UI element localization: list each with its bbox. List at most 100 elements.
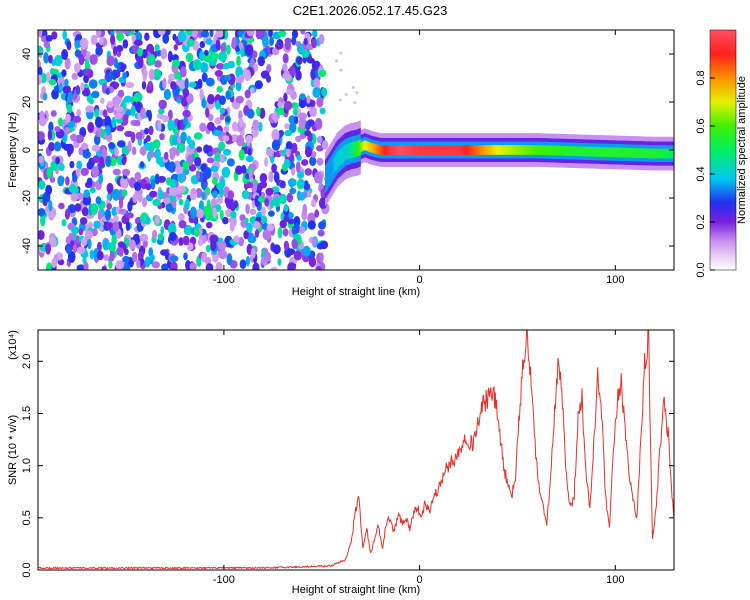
noise-blob [252, 262, 260, 270]
colorbar-label: Normalized spectral amplitude [736, 76, 748, 224]
noise-blob [282, 63, 288, 72]
noise-blob [256, 106, 261, 117]
noise-blob [160, 226, 165, 235]
noise-blob [163, 151, 169, 160]
noise-blob [144, 32, 150, 41]
noise-blob [45, 35, 53, 42]
noise-blob [192, 59, 202, 71]
noise-blob [61, 69, 67, 77]
noise-blob [116, 125, 124, 132]
noise-blob [163, 88, 171, 101]
ridge-cell [442, 145, 444, 155]
noise-blob [176, 185, 182, 195]
ridge-cell [333, 156, 336, 173]
noise-blob [196, 146, 203, 153]
noise-blob [116, 246, 124, 256]
ridge-cell [500, 145, 502, 155]
ridge-cell [480, 145, 483, 155]
ridge-cell [475, 145, 478, 155]
ridge-cell [558, 145, 561, 156]
noise-blob [241, 164, 247, 174]
noise-blob [130, 105, 136, 117]
noise-blob [260, 70, 270, 79]
noise-blob [128, 239, 136, 251]
noise-blob [268, 30, 273, 38]
ridge-cell [325, 169, 328, 185]
noise-blob [46, 71, 51, 84]
noise-blob [70, 226, 80, 235]
ridge-point [496, 148, 500, 152]
noise-blob [225, 197, 234, 209]
ridge-cell [548, 145, 550, 156]
ridge-cell [428, 145, 431, 155]
noise-blob [122, 255, 130, 263]
noise-blob [122, 72, 128, 79]
noise-blob [283, 240, 289, 251]
ridge-cell [643, 148, 646, 159]
noise-blob [218, 95, 226, 105]
noise-blob [175, 150, 180, 157]
noise-blob [108, 260, 113, 269]
noise-blob [38, 30, 43, 38]
noise-blob [253, 63, 258, 72]
ridge-cell [462, 145, 464, 155]
noise-blob [229, 221, 235, 232]
noise-blob [108, 142, 115, 150]
noise-blob [203, 144, 210, 154]
ridge-cell [394, 145, 396, 155]
noise-blob [80, 82, 85, 92]
ridge-cell [596, 147, 598, 157]
ridge-cell [590, 146, 592, 157]
noise-blob [282, 53, 289, 64]
noise-blob [254, 229, 260, 238]
noise-blob [228, 216, 236, 224]
noise-blob [296, 56, 303, 65]
noise-blob [169, 152, 175, 161]
ridge-cell [586, 146, 588, 157]
noise-blob [83, 74, 89, 84]
noise-blob [224, 74, 231, 82]
x-tick-label: -100 [213, 574, 235, 586]
ridge-cell [463, 145, 466, 155]
noise-blob [70, 133, 78, 142]
ridge-cell [634, 148, 636, 158]
ridge-cell [612, 147, 615, 158]
noise-blob [48, 78, 57, 86]
ridge-cell [432, 145, 435, 155]
noise-blob [152, 199, 161, 207]
ridge-cell [643, 148, 645, 159]
noise-blob [67, 204, 77, 214]
noise-blob [58, 117, 64, 127]
noise-blob [190, 188, 196, 195]
ridge-cell [544, 145, 546, 155]
ridge-cell [482, 145, 485, 155]
noise-blob [79, 217, 88, 225]
noise-blob [43, 41, 50, 49]
noise-blob [293, 116, 299, 125]
noise-blob [172, 59, 180, 68]
ridge-cell [534, 145, 536, 155]
noise-blob [250, 87, 255, 94]
noise-blob [158, 189, 164, 200]
noise-blob [291, 36, 297, 46]
noise-blob [158, 107, 165, 115]
noise-blob [285, 148, 291, 158]
noise-blob [38, 155, 44, 164]
ridge-cell [600, 147, 603, 157]
noise-blob [259, 180, 267, 189]
noise-blob [75, 34, 83, 42]
noise-blob [199, 41, 206, 49]
x-tick-label: 100 [606, 574, 624, 586]
noise-blob [64, 127, 70, 135]
ridge-cell [632, 148, 634, 158]
noise-blob [188, 139, 196, 149]
ridge-cell [338, 150, 341, 166]
noise-blob [89, 249, 95, 260]
noise-blob [71, 72, 78, 80]
noise-blob [271, 129, 280, 141]
ridge-cell [538, 145, 540, 155]
noise-blob [237, 74, 245, 84]
noise-blob [57, 175, 65, 187]
ridge-cell [387, 145, 390, 155]
noise-blob [131, 34, 136, 42]
